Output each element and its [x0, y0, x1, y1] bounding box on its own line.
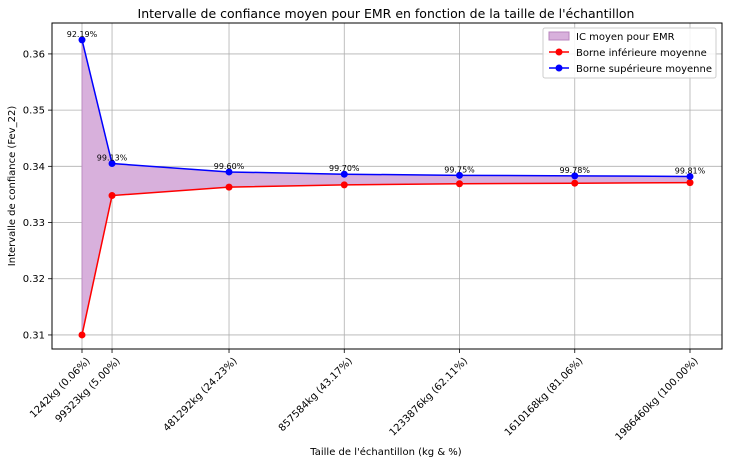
upper-bound-point — [571, 172, 579, 180]
upper-bound-point — [340, 170, 348, 178]
point-label: 92.19% — [67, 30, 98, 39]
x-tick-label: 1986460kg (100.00%) — [614, 356, 701, 443]
legend-fill-label: IC moyen pour EMR — [576, 32, 675, 43]
lower-bound-point — [686, 179, 694, 187]
y-ticks: 0.31 0.32 0.33 0.34 0.35 0.36 — [23, 49, 52, 341]
x-tick-label: 1233876kg (62.11%) — [388, 356, 471, 439]
legend-lower-marker — [555, 48, 563, 56]
x-axis-label: Taille de l'échantillon (kg & %) — [309, 446, 461, 458]
y-tick-label: 0.35 — [23, 106, 45, 117]
legend-upper-label: Borne supérieure moyenne — [576, 63, 712, 75]
series-points — [78, 36, 694, 339]
lower-bound-line — [81, 181, 691, 336]
legend-upper-marker — [555, 64, 563, 72]
lower-bound-point — [456, 180, 464, 188]
y-tick-label: 0.32 — [23, 274, 45, 285]
upper-bound-point — [78, 36, 86, 44]
y-tick-label: 0.36 — [23, 49, 45, 60]
y-axis-label: Intervalle de confiance (Fev_22) — [7, 106, 18, 267]
x-tick-label: 1610168kg (81.06%) — [503, 356, 586, 439]
fill-area — [81, 39, 691, 336]
chart-title: Intervalle de confiance moyen pour EMR e… — [138, 6, 635, 21]
legend-lower-label: Borne inférieure moyenne — [576, 47, 707, 59]
legend: IC moyen pour EMR Borne inférieure moyen… — [542, 27, 717, 79]
upper-bound-point — [108, 160, 116, 168]
plot-frame — [51, 22, 723, 350]
y-tick-label: 0.34 — [23, 162, 45, 173]
upper-bound-point — [686, 172, 694, 180]
legend-box — [542, 27, 717, 79]
upper-bound-point — [456, 171, 464, 179]
lower-bound-point — [225, 183, 233, 191]
legend-fill-swatch — [548, 31, 570, 41]
upper-bound-point — [225, 168, 233, 176]
point-label: 99.70% — [329, 164, 360, 173]
point-label: 99.75% — [444, 165, 475, 174]
y-tick-label: 0.33 — [23, 218, 45, 229]
lower-bound-point — [78, 331, 86, 339]
point-labels: 92.19% 99.13% 99.60% 99.70% 99.75% 99.78% 99.8… — [67, 30, 706, 176]
x-tick-label: 857584kg (43.17%) — [277, 356, 355, 434]
lower-bound-point — [340, 181, 348, 189]
y-tick-label: 0.31 — [23, 330, 45, 341]
point-label: 99.60% — [214, 162, 245, 171]
lower-bound-point — [108, 192, 116, 200]
x-ticks: 1242kg (0.06%)99323kg (5.00%) 481292kg (2… — [28, 349, 701, 443]
x-tick-label: 481292kg (24.23%) — [162, 356, 240, 434]
point-label: 99.81% — [675, 166, 706, 175]
confidence-band — [81, 39, 691, 336]
point-label: 99.13% — [97, 154, 128, 163]
point-label: 99.78% — [559, 166, 590, 175]
lower-bound-point — [571, 179, 579, 187]
